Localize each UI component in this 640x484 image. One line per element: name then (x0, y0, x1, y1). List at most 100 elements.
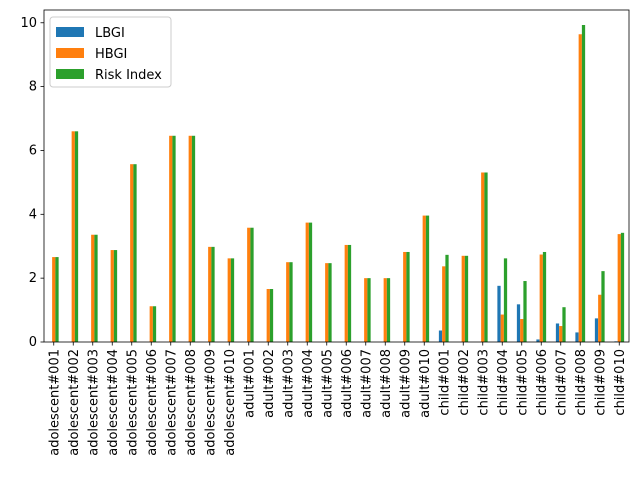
bar-hbgi-child#010 (617, 234, 621, 342)
bar-risk-index-adolescent#010 (230, 258, 235, 342)
bars-group (52, 25, 625, 342)
bar-hbgi-adult#008 (383, 278, 387, 342)
bar-risk-index-adolescent#006 (152, 306, 157, 342)
bar-hbgi-adolescent#006 (149, 306, 153, 342)
x-tick-label: adult#006 (340, 349, 355, 418)
bar-lbgi-child#004 (497, 285, 501, 342)
bar-hbgi-child#002 (461, 255, 465, 342)
bar-hbgi-adult#007 (364, 278, 368, 342)
bar-hbgi-adolescent#008 (188, 135, 192, 342)
bar-risk-index-child#008 (581, 25, 586, 342)
x-tick-label: child#007 (554, 349, 569, 416)
x-tick-label: child#010 (613, 349, 628, 416)
bar-hbgi-adult#005 (325, 263, 329, 342)
y-tick-label: 0 (29, 335, 37, 350)
x-tick-label: adolescent#004 (106, 349, 121, 456)
bar-risk-index-adult#003 (289, 262, 293, 342)
x-tick-label: child#003 (476, 349, 491, 416)
x-tick-label: adolescent#008 (184, 349, 199, 456)
legend-label-hbgi: HBGI (95, 47, 127, 62)
bar-risk-index-child#007 (562, 307, 566, 342)
bar-hbgi-adolescent#007 (169, 135, 173, 342)
bar-hbgi-adolescent#010 (227, 258, 231, 342)
legend-swatch-hbgi (56, 48, 84, 58)
x-tick-label: adult#004 (301, 349, 316, 418)
x-tick-label: child#006 (535, 349, 550, 416)
bar-hbgi-adolescent#003 (91, 234, 95, 342)
y-tick-label: 4 (29, 207, 37, 222)
x-tick-label: adolescent#010 (223, 349, 238, 456)
x-tick-label: child#004 (496, 349, 511, 416)
x-tick-label: adult#002 (262, 349, 277, 418)
bar-lbgi-child#006 (536, 339, 540, 342)
y-tick-label: 6 (29, 143, 37, 158)
bar-risk-index-adolescent#002 (74, 131, 79, 342)
bar-risk-index-adolescent#008 (191, 135, 196, 342)
bar-hbgi-child#003 (481, 172, 485, 342)
legend-swatch-risk-index (56, 69, 84, 79)
y-tick-label: 8 (29, 80, 37, 95)
bar-risk-index-child#005 (523, 281, 527, 342)
bar-hbgi-adult#002 (266, 289, 270, 342)
bar-risk-index-adult#010 (425, 215, 430, 342)
x-tick-label: adult#003 (281, 349, 296, 418)
bar-risk-index-adolescent#003 (94, 234, 98, 342)
x-tick-label: adolescent#007 (164, 349, 179, 456)
bar-hbgi-child#005 (520, 319, 524, 342)
legend-label-lbgi: LBGI (95, 26, 125, 41)
bar-hbgi-adolescent#005 (130, 164, 134, 342)
x-tick-label: adult#009 (398, 349, 413, 418)
bar-risk-index-adult#005 (328, 263, 332, 342)
bar-risk-index-adolescent#001 (55, 257, 59, 342)
x-tick-label: adult#007 (359, 349, 374, 418)
bar-risk-index-child#003 (484, 172, 488, 342)
x-tick-label: adult#010 (418, 349, 433, 418)
bar-risk-index-child#002 (464, 255, 469, 342)
bar-risk-index-adult#004 (308, 222, 313, 342)
bar-risk-index-child#004 (503, 258, 508, 342)
y-tick-label: 10 (20, 16, 37, 31)
bar-lbgi-child#008 (575, 332, 579, 342)
bar-risk-index-adult#001 (250, 227, 254, 342)
bar-lbgi-child#009 (594, 318, 599, 342)
legend-swatch-lbgi (56, 27, 84, 37)
x-tick-label: adolescent#003 (86, 349, 101, 456)
x-tick-label: child#005 (515, 349, 530, 416)
bar-risk-index-adolescent#007 (172, 135, 176, 342)
bar-risk-index-child#009 (601, 271, 605, 342)
bar-lbgi-child#001 (438, 330, 443, 342)
x-tick-label: adolescent#001 (47, 349, 62, 456)
bar-hbgi-adult#003 (286, 262, 290, 342)
bar-hbgi-adult#006 (344, 244, 348, 342)
bar-lbgi-child#007 (555, 323, 560, 342)
bar-hbgi-adolescent#001 (52, 257, 56, 342)
bar-risk-index-adolescent#009 (211, 246, 215, 342)
bar-lbgi-child#005 (516, 304, 521, 342)
x-tick-label: adult#008 (379, 349, 394, 418)
bar-hbgi-child#009 (598, 294, 602, 342)
x-tick-label: adolescent#002 (67, 349, 82, 456)
bar-hbgi-adult#010 (422, 215, 426, 342)
x-tick-label: child#001 (437, 349, 452, 416)
x-tick-label: adolescent#006 (145, 349, 160, 456)
bar-hbgi-adult#001 (247, 227, 251, 342)
bar-hbgi-child#006 (539, 254, 543, 342)
legend-label-risk-index: Risk Index (95, 68, 162, 83)
bar-hbgi-adolescent#009 (208, 246, 212, 342)
bar-risk-index-adolescent#004 (113, 250, 118, 342)
legend: LBGI HBGI Risk Index (49, 16, 172, 88)
plot-frame (43, 9, 630, 343)
bar-risk-index-child#006 (542, 251, 547, 342)
x-tick-label: child#008 (574, 349, 589, 416)
bar-risk-index-child#010 (620, 232, 625, 342)
bar-hbgi-adolescent#002 (71, 131, 75, 342)
x-tick-label: child#009 (593, 349, 608, 416)
bar-risk-index-adult#006 (347, 244, 352, 342)
x-tick-label: adult#005 (320, 349, 335, 418)
x-tick-label: adult#001 (242, 349, 257, 418)
bar-risk-index-adult#008 (386, 278, 391, 342)
bar-risk-index-adult#007 (367, 278, 371, 342)
bar-hbgi-child#008 (578, 34, 582, 342)
